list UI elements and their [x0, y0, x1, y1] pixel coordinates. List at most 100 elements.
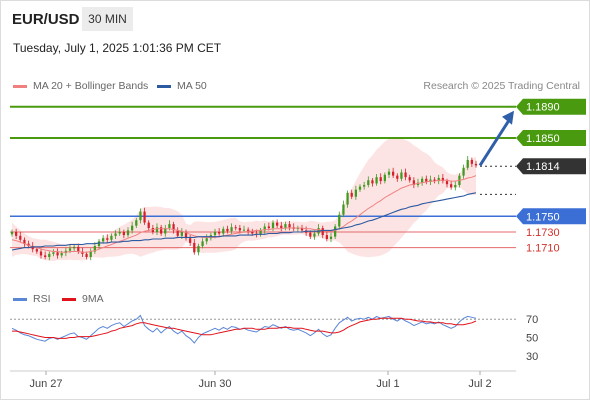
candle-body: [19, 235, 22, 240]
level-label-text: 1.1890: [526, 102, 560, 114]
x-tick-label: Jun 27: [29, 378, 62, 390]
candle-body: [230, 227, 233, 232]
x-tick-label: Jun 30: [198, 378, 231, 390]
candle-body: [425, 178, 428, 182]
candle-body: [342, 204, 345, 215]
candle-body: [271, 222, 275, 229]
candle-body: [60, 253, 63, 256]
candle-body: [321, 228, 324, 236]
bollinger-band-fill: [12, 138, 476, 262]
candle-body: [44, 255, 47, 257]
candle-body: [15, 231, 18, 236]
candle-body: [222, 228, 225, 234]
candle-body: [350, 192, 353, 197]
rsi-ma-swatch: [62, 297, 76, 301]
candle-body: [309, 232, 312, 237]
legend-rsi: RSI: [13, 293, 51, 305]
x-tick-label: Jul 1: [376, 378, 399, 390]
level-label-text: 1.1710: [526, 243, 560, 255]
level-label-text: 1.1814: [526, 161, 560, 173]
candle-body: [280, 225, 283, 229]
level-label-1.1750: 1.1750: [516, 208, 586, 225]
candle-body: [437, 177, 440, 182]
candle-body: [396, 175, 399, 179]
datetime-label: Tuesday, July 1, 2025 1:01:36 PM CET: [13, 41, 222, 55]
candle-body: [164, 228, 167, 234]
candle-body: [421, 178, 424, 183]
candle-body: [201, 241, 204, 247]
candle-body: [118, 231, 121, 234]
candle-body: [450, 184, 453, 188]
candle-body: [433, 179, 436, 182]
candle-body: [329, 236, 333, 239]
candle-body: [31, 246, 34, 250]
credit-text: Research © 2025 Trading Central: [423, 80, 580, 92]
candle-body: [52, 252, 55, 254]
candle-body: [251, 231, 254, 234]
ma20-line: [11, 175, 477, 253]
ma20-label: MA 20 + Bollinger Bands: [33, 80, 149, 92]
candle-body: [10, 231, 14, 235]
candle-body: [168, 224, 171, 229]
candle-body: [313, 233, 316, 237]
timeframe-badge[interactable]: 30 MIN: [82, 7, 133, 31]
level-label-1.1890: 1.1890: [516, 98, 586, 115]
candle-body: [346, 192, 349, 205]
candle-body: [441, 177, 444, 182]
candle-body: [213, 231, 217, 236]
candle-body: [267, 226, 270, 229]
candle-body: [139, 211, 142, 221]
candle-body: [126, 230, 130, 236]
candle-body: [184, 231, 188, 239]
level-label-text: 1.1730: [526, 227, 560, 239]
candle-body: [23, 239, 26, 244]
candle-body: [300, 228, 304, 231]
candle-body: [454, 185, 457, 188]
candle-body: [408, 177, 411, 181]
candle-body: [155, 227, 159, 232]
level-label-1.1850: 1.1850: [516, 130, 586, 147]
candle-body: [205, 238, 208, 242]
candle-body: [462, 167, 465, 176]
candle-body: [180, 231, 183, 236]
candle-body: [97, 241, 101, 247]
candle-body: [276, 222, 279, 226]
level-tag-bg: [516, 130, 586, 147]
symbol-title: EUR/USD: [12, 11, 80, 28]
candle-body: [218, 231, 221, 234]
candle-body: [387, 171, 391, 175]
candle-body: [56, 252, 59, 256]
projection-arrow: [478, 117, 512, 167]
candle-body: [93, 246, 96, 252]
candle-body: [114, 233, 117, 236]
projection-arrowhead: [502, 110, 514, 125]
candle-body: [263, 226, 266, 231]
candle-body: [110, 235, 113, 240]
candle-body: [445, 181, 449, 185]
candle-body: [238, 228, 241, 231]
candle-body: [400, 172, 403, 179]
candle-body: [73, 246, 76, 249]
candle-body: [379, 177, 382, 182]
level-tag-bg: [516, 158, 586, 175]
rsi-swatch: [13, 297, 27, 301]
candle-body: [375, 177, 378, 184]
level-tag-bg: [516, 98, 586, 115]
legend-ma20: MA 20 + Bollinger Bands: [13, 80, 148, 92]
candle-body: [176, 230, 179, 236]
candle-body: [160, 227, 163, 234]
candle-body: [392, 171, 395, 176]
candle-body: [325, 235, 328, 239]
candle-body: [242, 229, 246, 231]
level-label-text: 1.1750: [526, 211, 560, 223]
candle-body: [334, 226, 337, 237]
candle-body: [147, 222, 150, 229]
candle-body: [106, 238, 109, 240]
candle-body: [284, 224, 287, 229]
candle-body: [363, 185, 366, 187]
candle-body: [354, 189, 357, 197]
level-label-1.1710: 1.1710: [526, 243, 560, 255]
rsi-label: RSI: [33, 293, 51, 305]
legend-rsi-ma: 9MA: [62, 293, 104, 305]
